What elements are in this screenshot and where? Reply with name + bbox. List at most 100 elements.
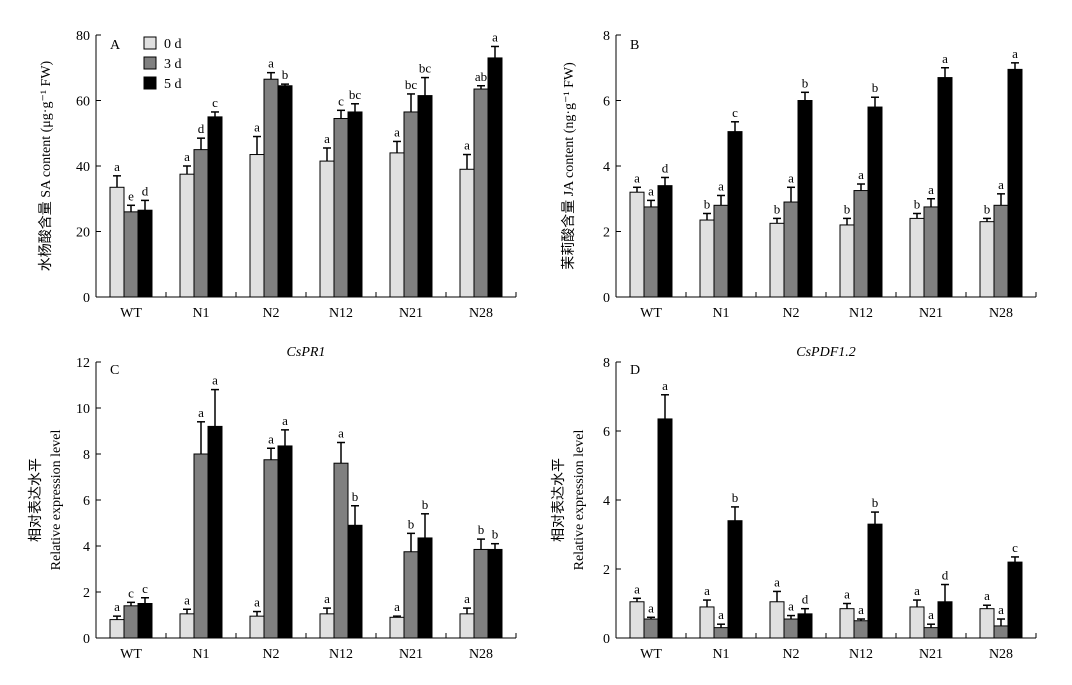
significance-label: c (338, 93, 344, 108)
panel-letter: C (110, 363, 119, 378)
x-tick-label: N2 (782, 647, 799, 662)
significance-label: c (212, 95, 218, 110)
significance-label: a (984, 588, 990, 603)
bar (937, 601, 953, 639)
bar (769, 222, 785, 298)
y-axis-label: 水杨酸含量 SA content (μg·g⁻¹ FW) (38, 60, 54, 271)
significance-label: d (142, 183, 149, 198)
x-tick-label: N1 (192, 647, 209, 662)
significance-label: d (662, 160, 669, 175)
significance-label: a (634, 581, 640, 596)
significance-label: b (914, 196, 921, 211)
bar (333, 462, 349, 639)
significance-label: a (254, 120, 260, 135)
bar (657, 185, 673, 298)
significance-label: a (788, 599, 794, 614)
bar (417, 537, 433, 639)
significance-label: e (128, 188, 134, 203)
significance-label: c (128, 585, 134, 600)
bar (249, 615, 265, 639)
bar (713, 627, 729, 639)
x-tick-label: N12 (329, 647, 353, 662)
x-tick-label: N21 (919, 306, 943, 321)
bar (403, 111, 419, 298)
significance-label: d (198, 121, 205, 136)
bar (797, 100, 813, 298)
significance-label: a (844, 587, 850, 602)
y-tick-label: 12 (76, 356, 90, 371)
bar (909, 217, 925, 298)
y-tick-label: 0 (83, 632, 90, 647)
significance-label: b (352, 489, 359, 504)
y-tick-label: 8 (603, 29, 610, 44)
bar (389, 152, 405, 298)
significance-label: ab (475, 69, 487, 84)
significance-label: c (142, 581, 148, 596)
bar (727, 520, 743, 639)
x-tick-label: N12 (849, 306, 873, 321)
y-tick-label: 8 (83, 448, 90, 463)
significance-label: b (704, 196, 711, 211)
significance-label: b (282, 67, 289, 82)
legend-swatch (143, 36, 157, 50)
significance-label: a (1012, 46, 1018, 61)
significance-label: a (198, 405, 204, 420)
x-tick-label: N21 (399, 647, 423, 662)
bar (923, 206, 939, 298)
legend-label: 3 d (164, 57, 182, 72)
bar (179, 613, 195, 639)
bar (867, 106, 883, 298)
significance-label: b (408, 516, 415, 531)
y-tick-label: 0 (603, 632, 610, 647)
legend-swatch (143, 76, 157, 90)
y-tick-label: 4 (603, 160, 610, 175)
bar (643, 206, 659, 298)
chart-title: CsPDF1.2 (796, 345, 856, 360)
significance-label: b (478, 522, 485, 537)
x-tick-label: N12 (329, 306, 353, 321)
x-tick-label: N2 (262, 647, 279, 662)
x-tick-label: N1 (712, 306, 729, 321)
bar (403, 551, 419, 639)
significance-label: a (324, 131, 330, 146)
significance-label: a (464, 138, 470, 153)
bar (657, 418, 673, 639)
legend: 0 d 3 d 5 d (143, 36, 182, 92)
significance-label: a (184, 592, 190, 607)
significance-label: bc (405, 77, 418, 92)
bar (123, 211, 139, 298)
significance-label: a (338, 426, 344, 441)
bar (347, 524, 363, 639)
bar (487, 57, 503, 298)
significance-label: b (872, 80, 879, 95)
bar (417, 95, 433, 298)
bar (207, 116, 223, 298)
y-axis-label-line: 相对表达水平 (551, 458, 567, 542)
bar (979, 221, 995, 298)
significance-label: a (718, 178, 724, 193)
significance-label: a (212, 373, 218, 388)
significance-label: a (648, 183, 654, 198)
significance-label: b (732, 490, 739, 505)
significance-label: a (324, 591, 330, 606)
bar (839, 224, 855, 298)
bar (643, 618, 659, 639)
x-tick-label: N21 (919, 647, 943, 662)
bar (937, 77, 953, 298)
x-tick-label: N28 (469, 647, 493, 662)
significance-label: b (802, 75, 809, 90)
bar (923, 627, 939, 639)
significance-label: bc (349, 87, 362, 102)
significance-label: a (998, 177, 1004, 192)
x-tick-label: N28 (469, 306, 493, 321)
bar (699, 219, 715, 298)
bar (629, 601, 645, 639)
significance-label: d (802, 592, 809, 607)
bar (123, 605, 139, 639)
x-tick-label: N21 (399, 306, 423, 321)
bar (867, 523, 883, 639)
bar (473, 88, 489, 298)
